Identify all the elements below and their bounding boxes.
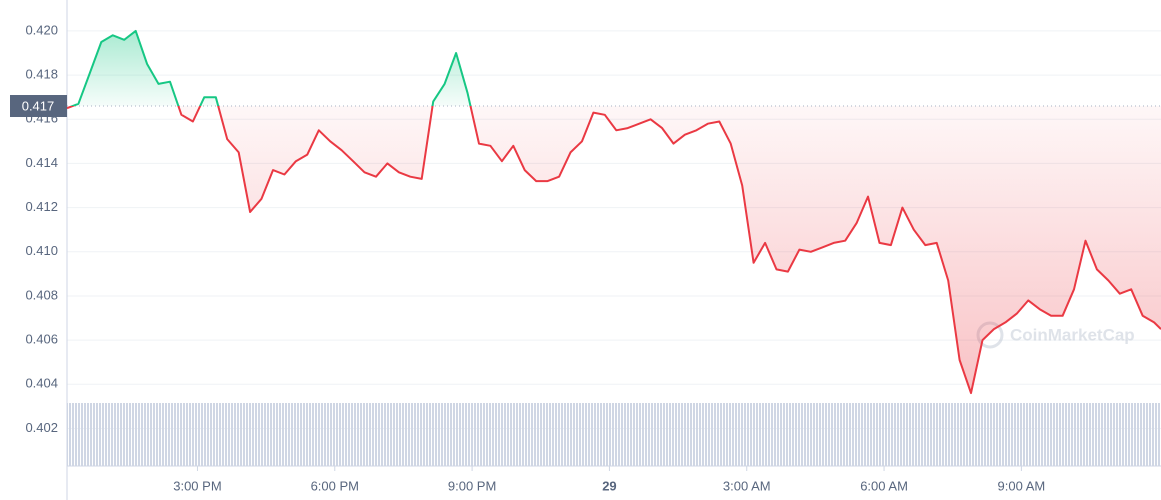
x-tick-label: 3:00 PM xyxy=(173,478,221,493)
x-tick-label: 9:00 PM xyxy=(448,478,496,493)
y-tick-label: 0.406 xyxy=(25,332,58,347)
y-tick-label: 0.410 xyxy=(25,243,58,258)
y-tick-label: 0.412 xyxy=(25,199,58,214)
y-tick-label: 0.408 xyxy=(25,287,58,302)
price-area xyxy=(67,30,1161,394)
y-tick-label: 0.402 xyxy=(25,420,58,435)
y-tick-label: 0.418 xyxy=(25,67,58,82)
x-tick-label: 6:00 AM xyxy=(860,478,908,493)
volume-strip xyxy=(67,403,1161,466)
y-tick-label: 0.414 xyxy=(25,155,58,170)
baseline-label-box xyxy=(10,95,67,118)
x-tick-label: 3:00 AM xyxy=(723,478,771,493)
y-tick-label: 0.420 xyxy=(25,22,58,37)
x-tick-label: 9:00 AM xyxy=(998,478,1046,493)
baseline-label: 0.417 xyxy=(22,98,55,113)
x-tick-label: 29 xyxy=(602,478,616,493)
y-tick-label: 0.404 xyxy=(25,376,58,391)
price-line xyxy=(66,29,1161,395)
watermark-text: CoinMarketCap xyxy=(1010,325,1135,344)
x-tick-label: 6:00 PM xyxy=(311,478,359,493)
watermark: CoinMarketCap xyxy=(976,321,1135,349)
